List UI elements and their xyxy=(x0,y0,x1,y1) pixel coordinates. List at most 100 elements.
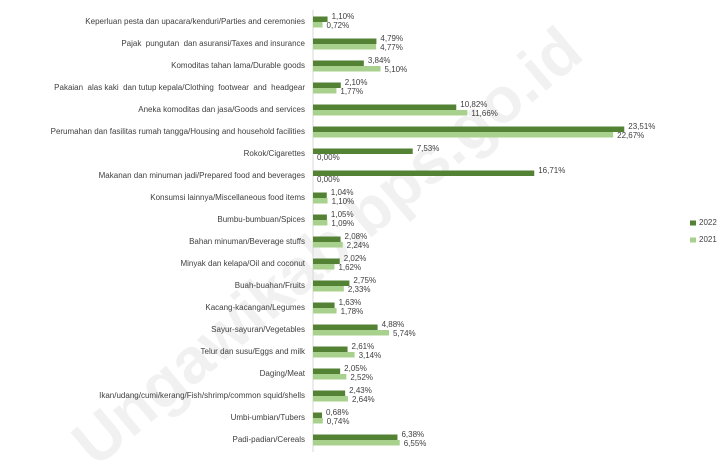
y-tick-label: Keperluan pesta dan upacara/kenduri/Part… xyxy=(85,17,305,26)
y-tick-label: Bahan minuman/Beverage stuffs xyxy=(189,237,305,246)
y-tick-label: Sayur-sayuran/Vegetables xyxy=(211,325,305,334)
bar xyxy=(313,308,337,314)
bar xyxy=(313,242,343,248)
y-tick-label: Makanan dan minuman jadi/Prepared food a… xyxy=(99,171,305,180)
bar xyxy=(313,22,323,28)
bar xyxy=(313,104,457,110)
y-tick-label: Umbi-umbian/Tubers xyxy=(231,413,305,422)
bar xyxy=(313,38,377,44)
data-label: 1,10% xyxy=(332,12,355,21)
y-tick-label: Kacang-kacangan/Legumes xyxy=(205,303,305,312)
data-label: 2,61% xyxy=(352,342,375,351)
data-label: 1,04% xyxy=(331,188,354,197)
data-label: 2,05% xyxy=(344,364,367,373)
data-label: 2,02% xyxy=(344,254,367,263)
bar xyxy=(313,170,535,176)
bar xyxy=(313,286,344,292)
data-label: 3,14% xyxy=(359,351,382,360)
data-label: 2,10% xyxy=(345,78,368,87)
y-tick-label: Buah-buahan/Fruits xyxy=(235,281,305,290)
data-label: 2,52% xyxy=(350,373,373,382)
data-label: 1,05% xyxy=(331,210,354,219)
bar xyxy=(313,198,328,204)
data-label: 4,79% xyxy=(380,34,403,43)
legend-swatch xyxy=(690,237,696,243)
y-tick-label: Minyak dan kelapa/Oil and coconut xyxy=(180,259,305,268)
legend-label: 2021 xyxy=(699,235,717,244)
bar xyxy=(313,330,389,336)
bar xyxy=(313,214,327,220)
bar xyxy=(313,60,364,66)
y-tick-label: Komoditas tahan lama/Durable goods xyxy=(171,61,305,70)
data-label: 2,33% xyxy=(348,285,371,294)
bar xyxy=(313,82,341,88)
bar xyxy=(313,396,348,402)
y-tick-label: Perumahan dan fasilitas rumah tangga/Hou… xyxy=(51,127,305,136)
y-tick-label: Konsumsi lainnya/Miscellaneous food item… xyxy=(150,193,305,202)
bar xyxy=(313,352,355,358)
y-tick-label: Ikan/udang/cumi/kerang/Fish/shrimp/commo… xyxy=(99,391,305,400)
bar xyxy=(313,440,400,446)
data-label: 2,43% xyxy=(349,386,372,395)
y-tick-label: Pakaian alas kaki dan tutup kepala/Cloth… xyxy=(54,83,305,92)
data-label: 0,00% xyxy=(317,153,340,162)
data-label: 2,08% xyxy=(345,232,368,241)
y-tick-label: Telur dan susu/Eggs and milk xyxy=(201,347,307,356)
data-label: 6,55% xyxy=(404,439,427,448)
bar xyxy=(313,192,327,198)
y-tick-label: Aneka komoditas dan jasa/Goods and servi… xyxy=(138,105,305,114)
data-label: 2,24% xyxy=(347,241,370,250)
data-label: 22,67% xyxy=(617,131,644,140)
bar xyxy=(313,346,348,352)
data-label: 10,82% xyxy=(460,100,487,109)
bar xyxy=(313,264,335,270)
data-label: 6,38% xyxy=(401,430,424,439)
y-tick-label: Pajak pungutan dan asuransi/Taxes and in… xyxy=(121,39,305,48)
bar xyxy=(313,132,614,138)
data-label: 0,72% xyxy=(327,21,350,30)
data-label: 1,77% xyxy=(340,87,363,96)
y-tick-label: Padi-padian/Cereals xyxy=(233,435,306,444)
data-label: 0,68% xyxy=(326,408,349,417)
bar xyxy=(313,66,381,72)
data-label: 1,62% xyxy=(338,263,361,272)
data-label: 0,00% xyxy=(317,175,340,184)
bar xyxy=(313,258,340,264)
bar xyxy=(313,434,398,440)
bar xyxy=(313,220,328,226)
y-tick-label: Daging/Meat xyxy=(260,369,306,378)
data-label: 2,75% xyxy=(353,276,376,285)
data-label: 4,88% xyxy=(382,320,405,329)
data-label: 0,74% xyxy=(327,417,350,426)
data-label: 2,64% xyxy=(352,395,375,404)
bar xyxy=(313,148,413,154)
bar xyxy=(313,374,347,380)
data-label: 16,71% xyxy=(538,166,565,175)
bar xyxy=(313,368,341,374)
bar xyxy=(313,16,328,22)
legend-swatch xyxy=(690,220,696,226)
data-label: 23,51% xyxy=(628,122,655,131)
bar xyxy=(313,418,323,424)
data-label: 4,77% xyxy=(380,43,403,52)
bar xyxy=(313,280,350,286)
bar xyxy=(313,390,346,396)
bar xyxy=(313,302,335,308)
bar xyxy=(313,110,468,116)
bar xyxy=(313,44,377,50)
data-label: 1,63% xyxy=(339,298,362,307)
y-tick-label: Rokok/Cigarettes xyxy=(244,149,305,158)
data-label: 3,84% xyxy=(368,56,391,65)
data-label: 1,09% xyxy=(331,219,354,228)
data-label: 7,53% xyxy=(417,144,440,153)
bar xyxy=(313,324,378,330)
data-label: 5,74% xyxy=(393,329,416,338)
data-label: 11,66% xyxy=(471,109,498,118)
bar xyxy=(313,412,323,418)
data-label: 1,10% xyxy=(332,197,355,206)
bar xyxy=(313,236,341,242)
bar xyxy=(313,88,337,94)
legend-label: 2022 xyxy=(699,218,717,227)
data-label: 1,78% xyxy=(341,307,364,316)
